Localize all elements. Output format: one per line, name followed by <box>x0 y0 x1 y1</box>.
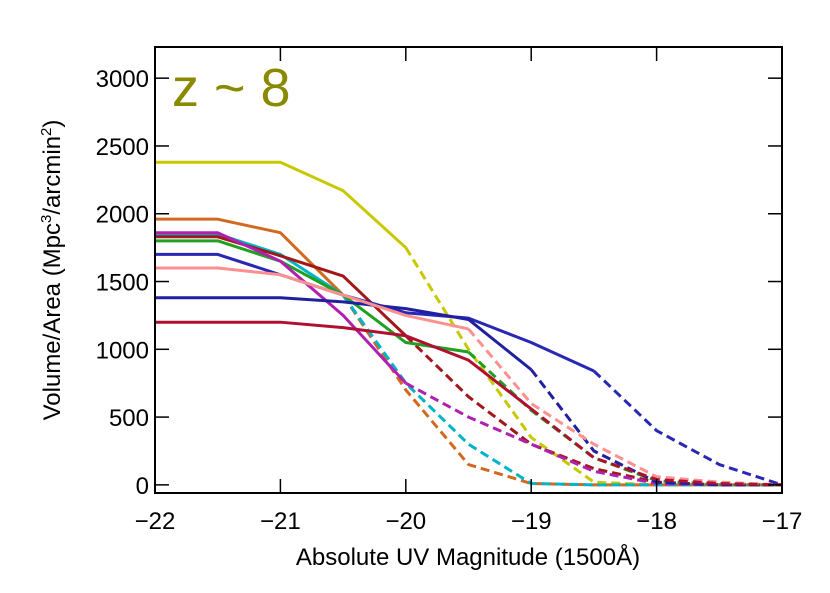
y-tick-label: 2000 <box>96 202 149 229</box>
line <box>155 160 407 249</box>
x-tick-label: −21 <box>260 508 301 535</box>
y-tick-label: 0 <box>136 473 149 500</box>
dashed-line <box>404 246 782 487</box>
dashed-line <box>592 369 783 487</box>
y-tick-label: 1500 <box>96 270 149 297</box>
line <box>155 266 469 331</box>
x-tick-label: −17 <box>762 508 803 535</box>
x-axis-label: Absolute UV Magnitude (1500Å) <box>296 543 640 571</box>
dashed-line <box>405 381 782 487</box>
x-tick-label: −20 <box>385 508 426 535</box>
line <box>155 231 407 385</box>
x-tick-label: −19 <box>511 508 552 535</box>
dashed-line <box>341 294 782 487</box>
line <box>155 320 533 411</box>
dashed-line <box>467 350 782 487</box>
line <box>155 239 469 354</box>
line <box>155 235 407 337</box>
y-axis-label: Volume/Area (Mpc3/arcmin2) <box>38 120 66 421</box>
line <box>155 296 533 371</box>
y-label-part: /arcmin <box>39 136 66 215</box>
y-tick-label: 2500 <box>96 134 149 161</box>
line <box>155 217 345 297</box>
y-tick-label: 3000 <box>96 66 149 93</box>
y-label-part: ) <box>39 120 66 128</box>
y-tick-label: 1000 <box>96 337 149 364</box>
y-tick-label: 500 <box>109 405 149 432</box>
x-tick-label: −22 <box>135 508 176 535</box>
dashed-line <box>404 334 782 487</box>
y-label-part: Volume/Area (Mpc <box>39 223 66 420</box>
y-label-sup: 2 <box>38 128 55 136</box>
line <box>155 252 595 373</box>
annotation: z ~ 8 <box>172 58 291 118</box>
y-label-sup: 3 <box>38 215 55 223</box>
x-tick-label: −18 <box>636 508 677 535</box>
dashed-line <box>467 328 783 487</box>
plot-frame <box>154 46 783 494</box>
